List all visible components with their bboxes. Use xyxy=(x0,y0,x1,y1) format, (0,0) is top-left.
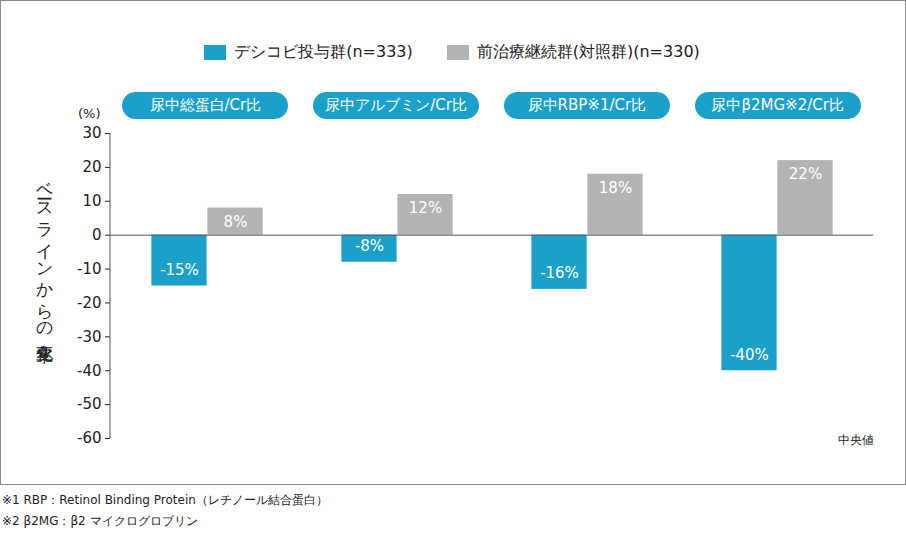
svg-text:-40: -40 xyxy=(77,362,102,380)
html-text:尿中β2MG※2/Cr比: 尿中β2MG※2/Cr比 xyxy=(711,96,844,114)
svg-text:18%: 18% xyxy=(599,179,632,197)
html-text:尿中アルブミン/Cr比: 尿中アルブミン/Cr比 xyxy=(325,96,467,114)
svg-text:-8%: -8% xyxy=(355,237,384,255)
svg-text:10: 10 xyxy=(82,192,101,210)
html-text:尿中総蛋白/Cr比: 尿中総蛋白/Cr比 xyxy=(149,96,262,114)
html-text:中央値: 中央値 xyxy=(838,433,874,447)
svg-text:-15%: -15% xyxy=(160,261,199,279)
svg-text:-60: -60 xyxy=(77,429,102,447)
svg-text:20: 20 xyxy=(82,158,101,176)
html-text:ベースラインからの変化率: ベースラインからの変化率 xyxy=(35,170,55,334)
svg-text:0: 0 xyxy=(92,226,102,244)
html-text:前治療継続群(対照群)(n=330): 前治療継続群(対照群)(n=330) xyxy=(476,42,700,61)
svg-text:-16%: -16% xyxy=(540,264,579,282)
svg-text:8%: 8% xyxy=(224,213,248,231)
svg-text:-50: -50 xyxy=(77,395,102,413)
svg-text:-30: -30 xyxy=(77,328,102,346)
html-text:※1 RBP：Retinol Binding Protein: ※1 RBP：Retinol Binding Protein（レチノール結合蛋白… xyxy=(2,493,328,507)
svg-text:30: 30 xyxy=(82,124,101,142)
svg-text:22%: 22% xyxy=(789,165,822,183)
svg-text:12%: 12% xyxy=(409,199,442,217)
html-text:※2 β2MG：β2 マイクログロブリン: ※2 β2MG：β2 マイクログロブリン xyxy=(2,514,198,528)
svg-text:-10: -10 xyxy=(77,260,102,278)
svg-text:-40%: -40% xyxy=(730,346,769,364)
svg-text:-20: -20 xyxy=(77,294,102,312)
html-text:デシコビ投与群(n=333): デシコビ投与群(n=333) xyxy=(234,42,413,61)
html-text:尿中RBP※1/Cr比: 尿中RBP※1/Cr比 xyxy=(527,96,647,114)
